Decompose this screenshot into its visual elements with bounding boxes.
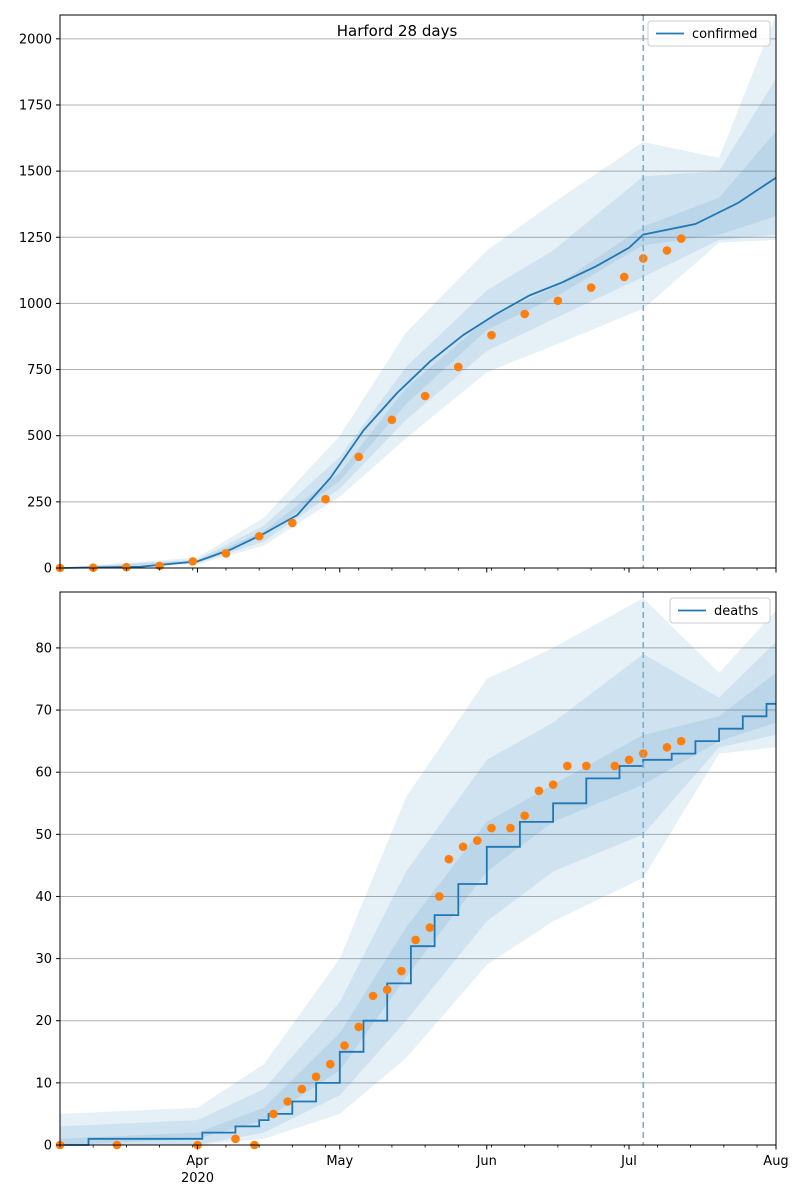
data-point bbox=[548, 780, 558, 789]
y-tick-label: 60 bbox=[35, 766, 52, 781]
y-tick-label: 10 bbox=[35, 1076, 52, 1091]
legend-box bbox=[647, 20, 771, 47]
plot-frame bbox=[59, 591, 777, 1146]
deaths-panel: 0 10 20 30 40 50 60 70 80 Apr 2020 May Jun Jul Aug deat… bbox=[35, 591, 789, 1186]
data-point bbox=[340, 1041, 349, 1050]
data-point bbox=[435, 892, 444, 901]
data-point bbox=[221, 549, 231, 558]
y-tick-label: 20 bbox=[35, 1014, 52, 1029]
uncertainty-band-inner bbox=[60, 672, 776, 1145]
x-tick-label: Jun bbox=[476, 1154, 497, 1169]
data-point bbox=[288, 518, 297, 528]
y-tick-label: 2000 bbox=[19, 32, 52, 47]
data-point bbox=[297, 1084, 307, 1094]
confirmed-line bbox=[59, 176, 777, 569]
chart-title: Harford 28 days bbox=[337, 22, 458, 40]
data-point bbox=[122, 562, 131, 572]
data-point bbox=[454, 362, 463, 372]
y-tick-label: 500 bbox=[27, 429, 52, 444]
data-point bbox=[619, 272, 629, 282]
uncertainty-band-middle bbox=[60, 641, 776, 1145]
data-point bbox=[188, 557, 198, 566]
x-tick-label: Jul bbox=[620, 1154, 637, 1169]
data-point bbox=[676, 234, 686, 243]
data-point bbox=[553, 296, 563, 306]
data-point bbox=[520, 811, 529, 820]
data-point bbox=[676, 736, 686, 746]
data-point bbox=[354, 452, 364, 462]
x-tick-label: Apr bbox=[186, 1154, 209, 1169]
data-point bbox=[283, 1097, 292, 1106]
y-tick-label: 250 bbox=[27, 495, 52, 510]
y-tick-label: 0 bbox=[44, 1139, 52, 1154]
y-tick-label: 70 bbox=[35, 704, 52, 719]
data-point bbox=[354, 1022, 364, 1032]
data-point bbox=[534, 786, 544, 796]
y-tick-label: 750 bbox=[27, 363, 52, 378]
data-point bbox=[368, 991, 378, 1001]
y-tick-label: 80 bbox=[35, 641, 52, 656]
deaths-line bbox=[60, 702, 776, 1146]
y-tick-label: 30 bbox=[35, 952, 52, 967]
confirmed-panel: 0 250 500 750 1000 1250 1500 1750 2000 confirmed bbox=[19, 14, 777, 577]
legend-label: deaths bbox=[714, 604, 759, 619]
x-tick-sublabel: 2020 bbox=[181, 1171, 214, 1186]
uncertainty-band-outer bbox=[60, 598, 776, 1145]
legend-box bbox=[669, 597, 771, 624]
data-point bbox=[321, 494, 330, 504]
y-tick-label: 1000 bbox=[19, 297, 52, 312]
data-point bbox=[311, 1072, 321, 1081]
data-point bbox=[444, 854, 454, 864]
data-point bbox=[411, 935, 420, 945]
y-tick-label: 1750 bbox=[19, 98, 52, 113]
x-tick-label: May bbox=[326, 1154, 353, 1169]
y-tick-label: 0 bbox=[44, 562, 52, 577]
data-point bbox=[610, 761, 620, 771]
data-point bbox=[520, 309, 529, 319]
data-point bbox=[472, 836, 482, 845]
x-tick-label: Aug bbox=[763, 1154, 788, 1169]
data-point bbox=[487, 330, 496, 340]
data-point bbox=[662, 743, 672, 752]
data-point bbox=[325, 1059, 335, 1069]
data-point bbox=[387, 415, 397, 425]
data-point bbox=[254, 531, 264, 541]
data-point bbox=[582, 761, 591, 771]
data-point bbox=[397, 966, 406, 976]
legend-label: confirmed bbox=[692, 27, 758, 42]
data-point bbox=[586, 283, 596, 292]
y-tick-label: 50 bbox=[35, 828, 52, 843]
y-tick-label: 40 bbox=[35, 890, 52, 905]
data-point bbox=[662, 246, 672, 255]
data-point bbox=[420, 391, 430, 401]
data-point bbox=[231, 1134, 240, 1144]
plot-frame bbox=[59, 14, 777, 569]
data-point bbox=[563, 761, 572, 771]
data-point bbox=[269, 1109, 278, 1119]
data-point bbox=[487, 823, 496, 833]
data-point bbox=[458, 842, 468, 852]
y-tick-label: 1500 bbox=[19, 165, 52, 180]
y-tick-label: 1250 bbox=[19, 231, 52, 246]
data-point bbox=[425, 923, 435, 932]
data-point bbox=[382, 985, 392, 994]
uncertainty-band-outer bbox=[60, 15, 776, 568]
data-point bbox=[624, 755, 634, 765]
data-point bbox=[506, 823, 515, 833]
